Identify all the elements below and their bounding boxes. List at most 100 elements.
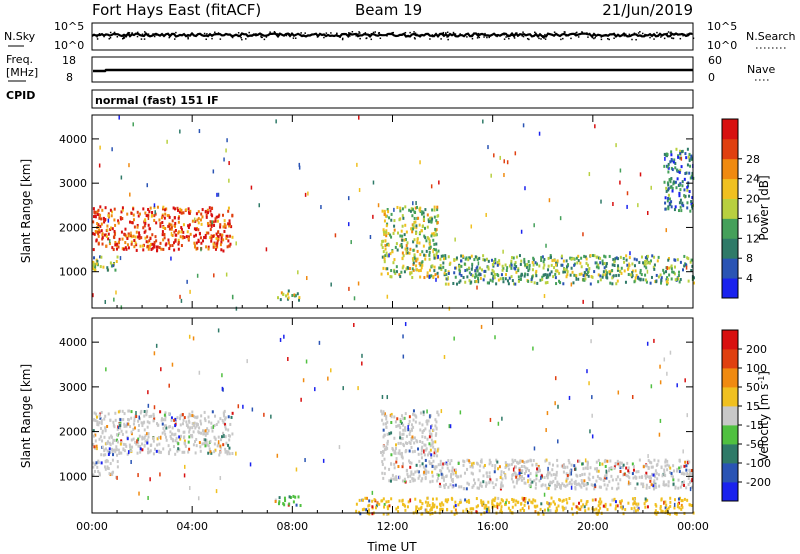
- echo-cell: [680, 503, 683, 507]
- echo-cell: [453, 468, 456, 472]
- nsearch-point: [109, 36, 112, 39]
- echo-cell: [436, 479, 439, 483]
- echo-cell: [402, 432, 405, 436]
- echo-cell: [603, 476, 606, 480]
- echo-cell: [501, 477, 504, 481]
- nsearch-point: [440, 32, 443, 35]
- echo-cell: [110, 226, 113, 230]
- echo-cell: [597, 509, 600, 513]
- echo-cell: [390, 412, 393, 416]
- echo-cell: [92, 429, 95, 433]
- echo-cell: [164, 435, 167, 439]
- nsearch-point: [508, 37, 510, 40]
- echo-cell: [692, 511, 695, 515]
- echo-cell: [179, 294, 181, 299]
- nsearch-point: [304, 32, 306, 34]
- echo-cell: [391, 250, 394, 254]
- echo-cell: [532, 256, 535, 260]
- echo-cell: [678, 194, 681, 198]
- echo-cell: [128, 220, 131, 224]
- echo-cell: [434, 227, 437, 231]
- echo-cell: [573, 263, 576, 267]
- echo-cell: [211, 220, 213, 225]
- echo-cell: [387, 500, 390, 504]
- nsearch-point: [617, 34, 620, 37]
- echo-cell: [151, 246, 154, 250]
- nsearch-point: [391, 32, 393, 34]
- echo-cell: [620, 499, 623, 503]
- colorbar-block: [722, 444, 738, 464]
- echo-cell: [187, 236, 190, 240]
- echo-cell: [655, 504, 658, 508]
- echo-cell: [482, 502, 485, 506]
- nsky-hi-label: 10^5: [54, 20, 84, 33]
- echo-cell: [678, 466, 681, 470]
- echo-cell: [381, 209, 384, 213]
- colorbar-block: [722, 406, 738, 426]
- echo-cell: [645, 280, 648, 284]
- echo-cell: [491, 279, 494, 283]
- echo-cell: [534, 486, 537, 490]
- echo-cell: [404, 322, 407, 327]
- echo-cell: [657, 275, 660, 279]
- nsearch-point: [269, 31, 271, 33]
- echo-cell: [126, 437, 129, 441]
- echo-cell: [114, 243, 117, 247]
- echo-cell: [673, 272, 676, 276]
- echo-cell: [420, 452, 423, 456]
- echo-cell: [636, 482, 639, 486]
- echo-cell: [677, 270, 680, 274]
- echo-cell: [185, 235, 188, 239]
- echo-cell: [307, 191, 309, 196]
- echo-cell: [487, 500, 490, 504]
- nsearch-point: [540, 38, 542, 40]
- nsearch-point: [246, 35, 249, 38]
- echo-cell: [623, 472, 626, 476]
- echo-cell: [619, 461, 622, 465]
- nsearch-point: [586, 32, 588, 34]
- echo-cell: [177, 242, 180, 246]
- echo-cell: [380, 499, 383, 503]
- nsearch-point: [623, 35, 626, 37]
- nsearch-point: [240, 37, 242, 39]
- nsearch-point: [478, 36, 481, 39]
- echo-cell: [120, 451, 123, 455]
- echo-cell: [106, 266, 109, 270]
- nsearch-point: [323, 36, 325, 39]
- echo-cell: [382, 435, 385, 439]
- echo-cell: [139, 450, 142, 454]
- echo-cell: [225, 449, 228, 453]
- echo-cell: [408, 267, 411, 271]
- echo-cell: [298, 296, 301, 300]
- echo-cell: [361, 498, 364, 502]
- echo-cell: [472, 484, 475, 488]
- echo-cell: [136, 451, 139, 455]
- echo-cell: [222, 238, 225, 242]
- echo-cell: [357, 281, 360, 286]
- echo-cell: [406, 441, 409, 445]
- nsearch-point: [594, 36, 596, 39]
- echo-cell: [152, 439, 155, 443]
- echo-cell: [681, 505, 684, 509]
- echo-cell: [535, 463, 538, 467]
- echo-cell: [681, 184, 684, 188]
- echo-cell: [681, 268, 684, 272]
- echo-cell: [229, 234, 232, 238]
- echo-cell: [210, 239, 213, 243]
- colorbar-tick-label: 4: [746, 272, 753, 285]
- echo-cell: [475, 461, 478, 465]
- echo-cell: [551, 463, 554, 467]
- echo-cell: [147, 403, 150, 408]
- echo-cell: [654, 509, 657, 513]
- echo-cell: [143, 230, 146, 234]
- echo-cell: [409, 247, 412, 251]
- echo-cell: [231, 451, 234, 455]
- echo-cell: [377, 203, 380, 208]
- echo-cell: [146, 441, 149, 445]
- echo-cell: [431, 474, 434, 478]
- echo-cell: [504, 263, 507, 267]
- echo-cell: [646, 210, 649, 215]
- echo-cell: [686, 185, 689, 189]
- echo-cell: [195, 437, 198, 441]
